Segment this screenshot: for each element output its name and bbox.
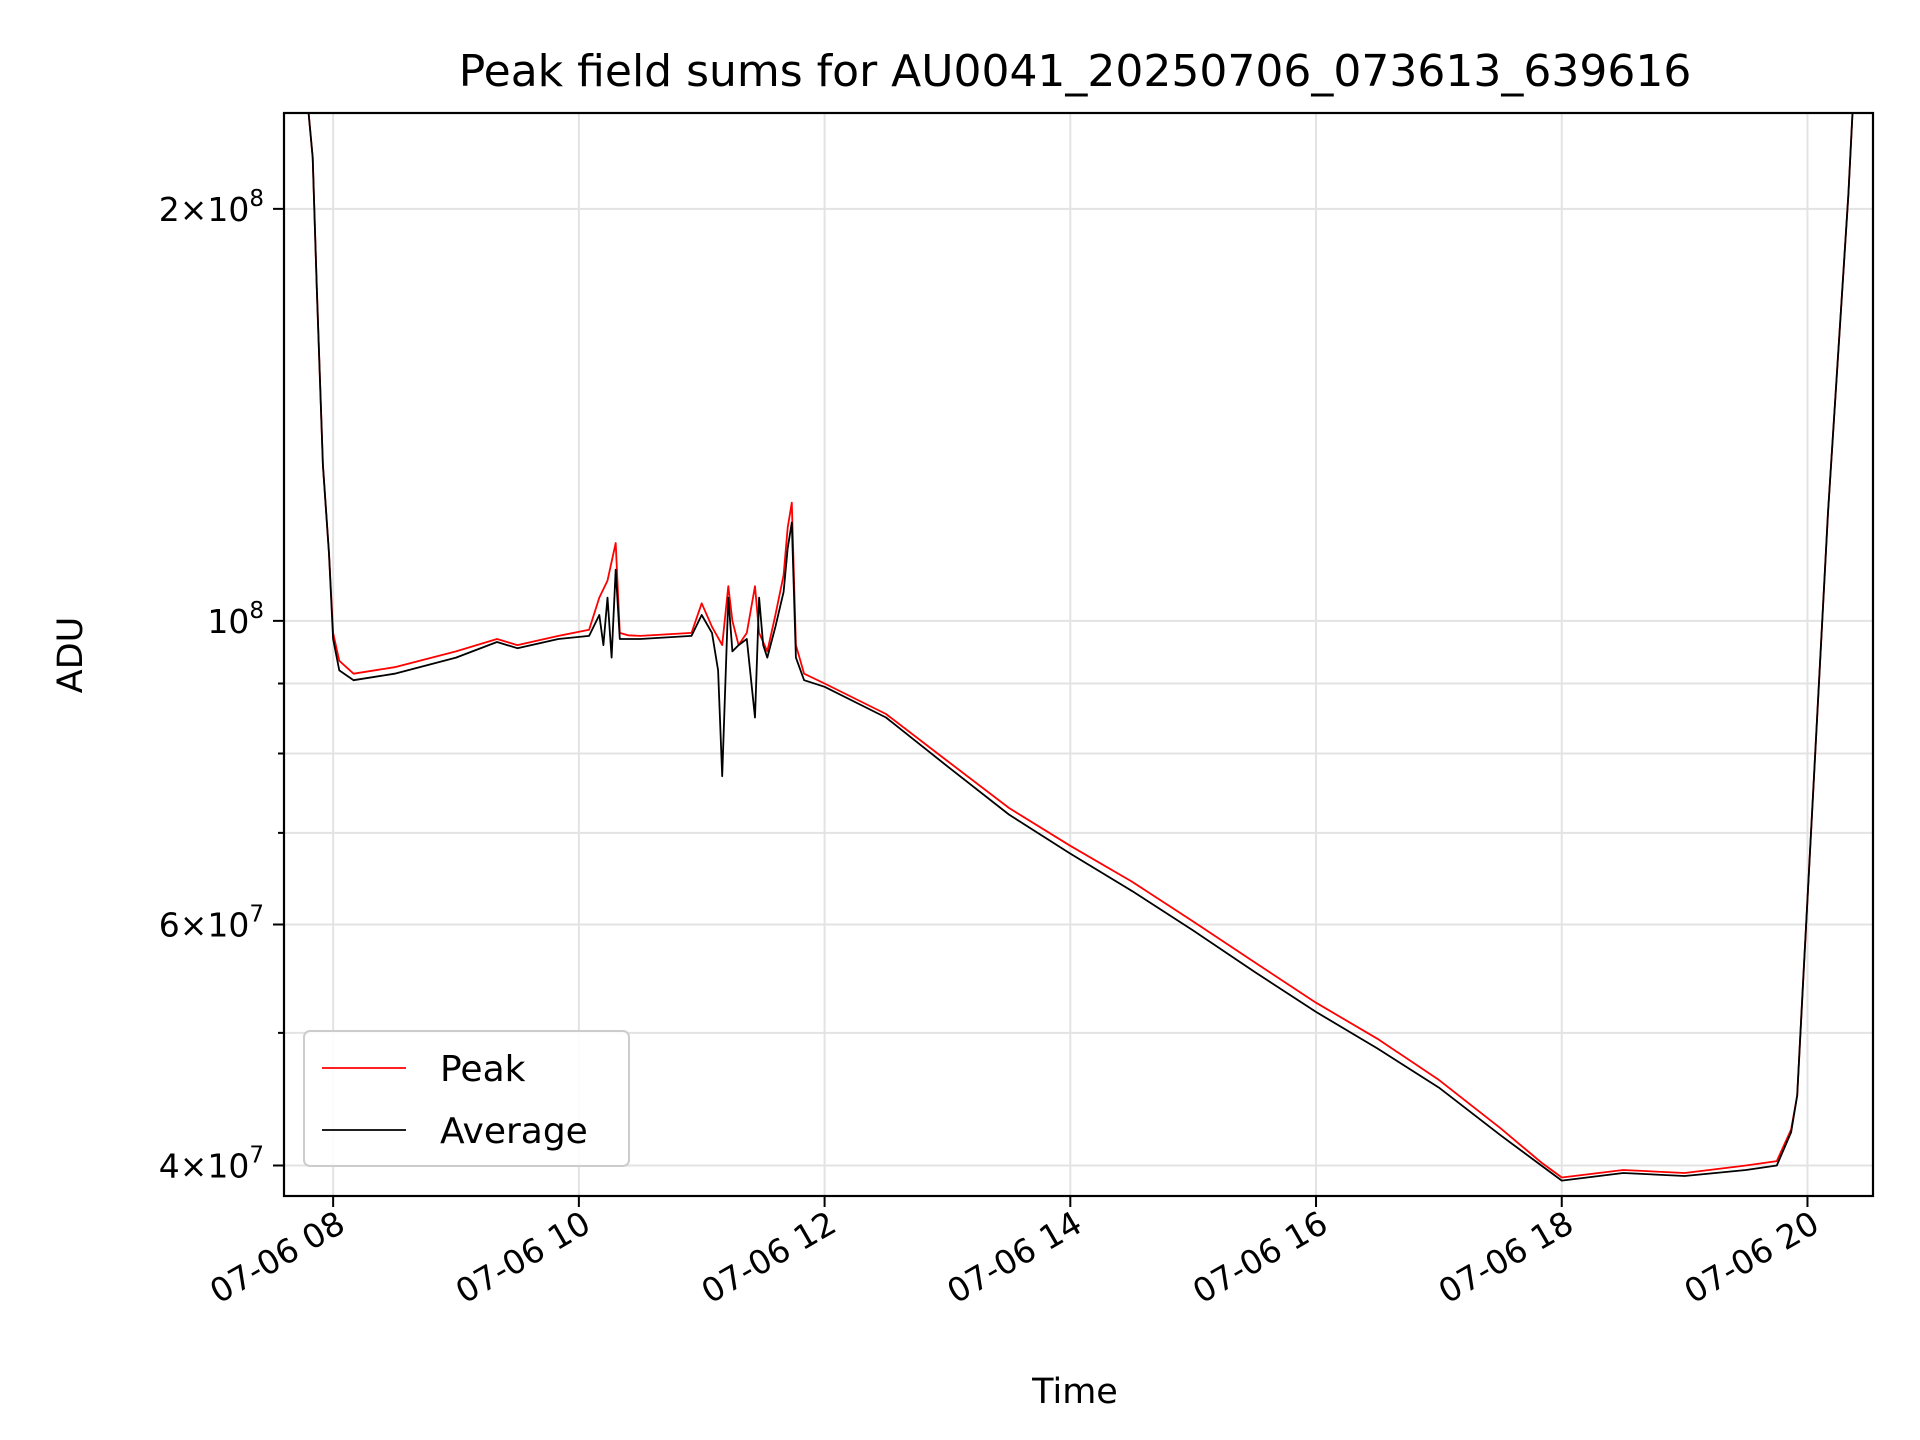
legend-box [303,1030,630,1167]
plot-area [284,113,1873,1196]
legend-label-peak: Peak [440,1049,526,1090]
series-line-average [284,113,1854,1182]
series-layer [284,113,1854,1182]
y-tick-label: 4×107 [159,1143,264,1186]
grid-lines [284,113,1873,1196]
x-axis-label: Time [1031,1372,1118,1412]
y-tick-label: 6×107 [159,902,264,945]
y-tick-label: 2×108 [159,186,264,229]
y-tick-label: 108 [207,598,264,641]
legend: Peak Average [303,1030,630,1167]
legend-label-average: Average [440,1111,588,1152]
chart-title: Peak field sums for AU0041_20250706_0736… [459,46,1692,97]
y-axis-label: ADU [51,617,91,694]
y-axis: 4×107 6×107 108 2×108 [159,186,284,1186]
plot-frame [282,111,1875,1198]
